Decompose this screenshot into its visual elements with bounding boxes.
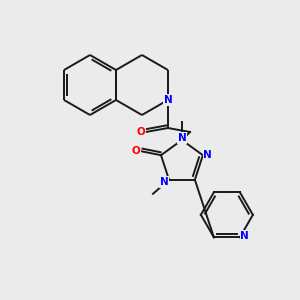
Text: O: O <box>132 146 140 156</box>
Text: N: N <box>164 95 172 105</box>
Text: N: N <box>178 133 186 143</box>
Text: N: N <box>203 150 212 160</box>
Text: N: N <box>160 177 168 187</box>
Text: O: O <box>136 127 145 137</box>
Text: N: N <box>241 231 249 241</box>
